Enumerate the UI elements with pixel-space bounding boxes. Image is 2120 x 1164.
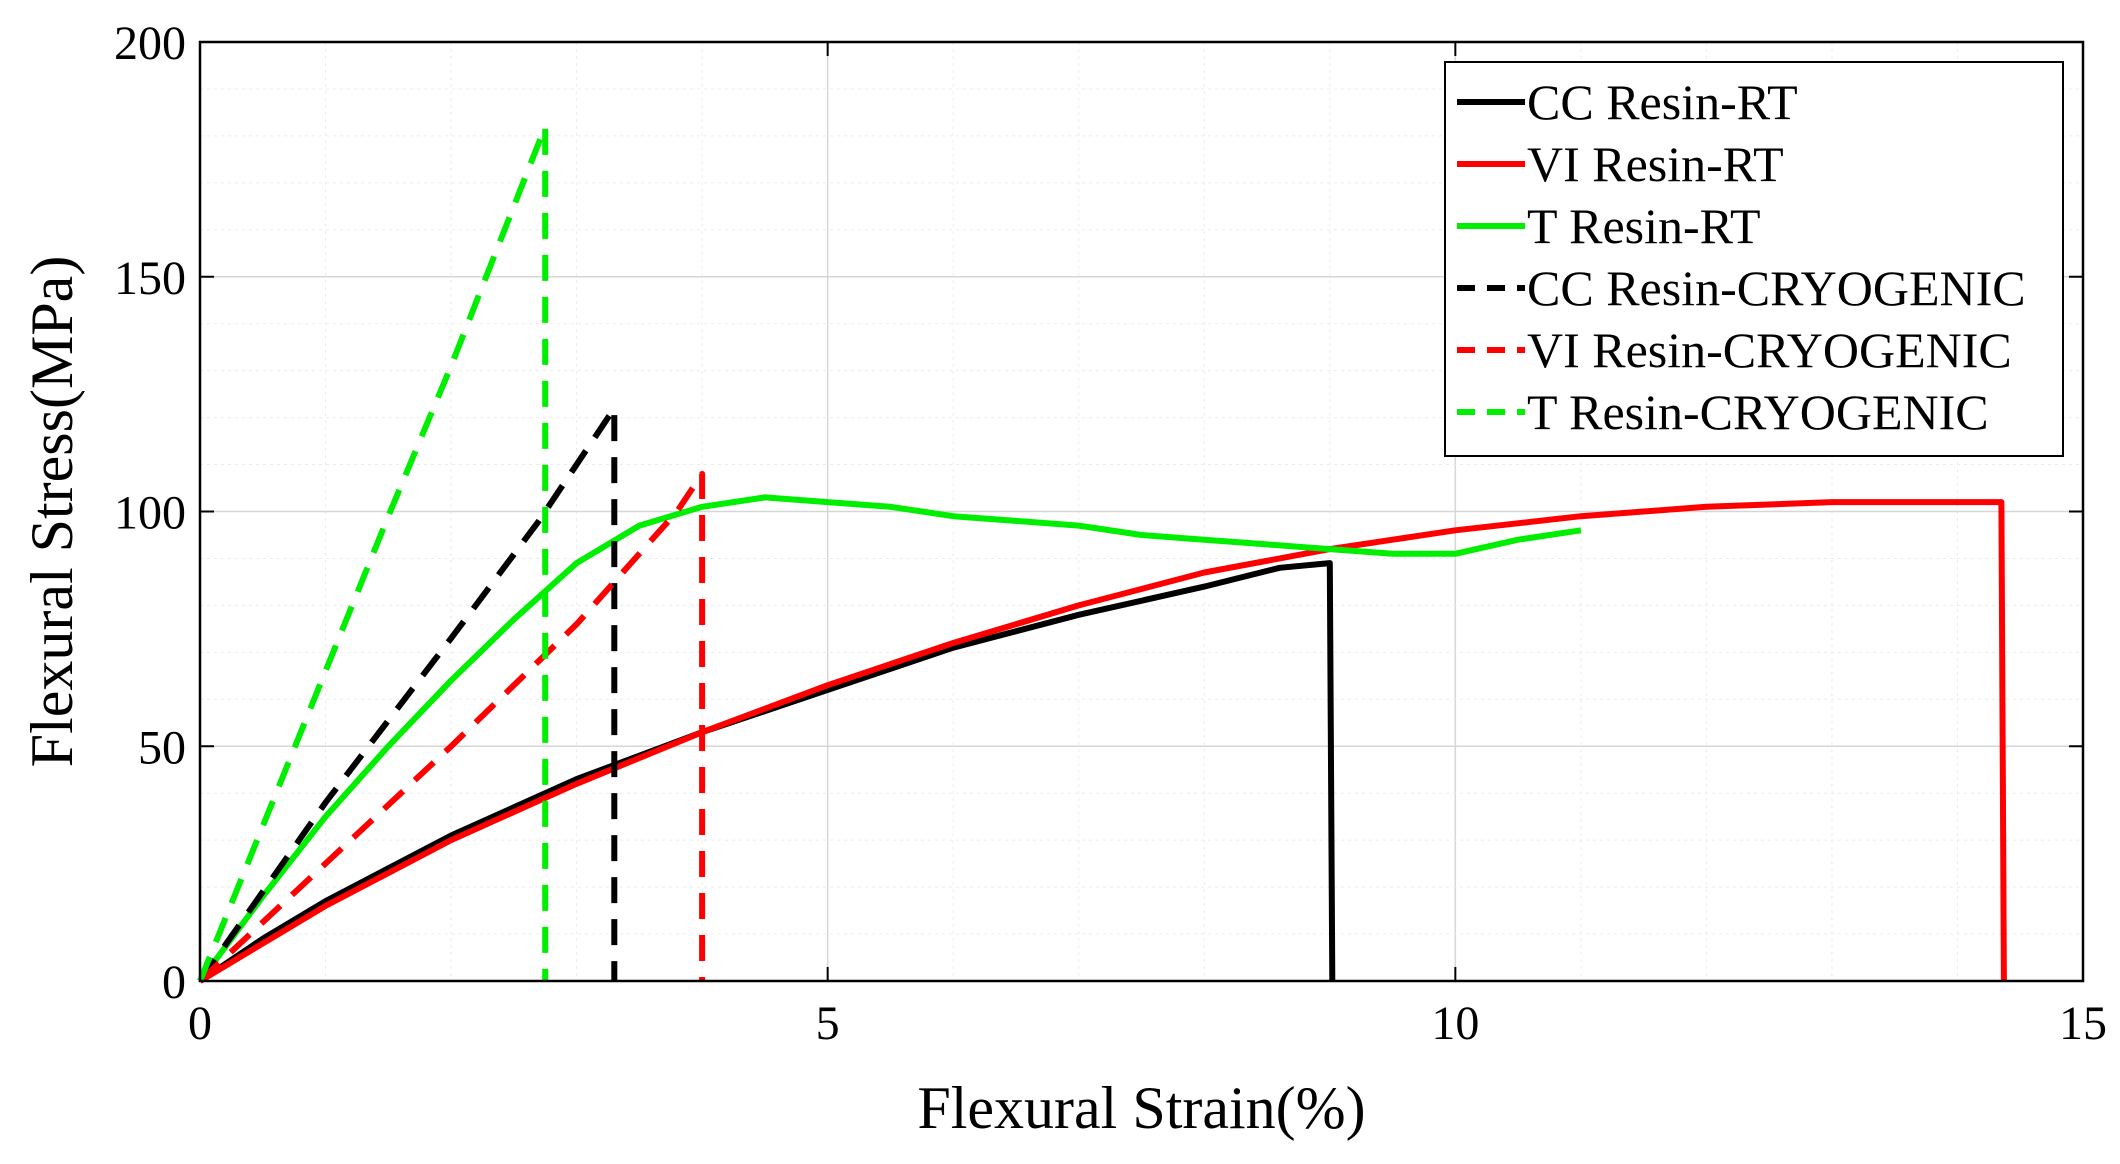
y-tick-label: 0 (162, 956, 186, 1009)
y-tick-label: 150 (114, 252, 186, 305)
x-tick-label: 0 (188, 997, 212, 1050)
legend-label: T Resin-RT (1527, 198, 1761, 254)
legend-box (1444, 61, 2064, 457)
y-tick-label: 100 (114, 487, 186, 540)
x-tick-label: 5 (816, 997, 840, 1050)
series-line-vi-resin-cryogenic (197, 470, 706, 984)
series-line-cc-resin-cryogenic (197, 405, 618, 983)
x-axis-label: Flexural Strain(%) (917, 1075, 1365, 1141)
x-tick-label: 15 (2059, 997, 2107, 1050)
series-group (197, 123, 2007, 984)
legend-label: T Resin-CRYOGENIC (1527, 384, 1989, 440)
legend-label: VI Resin-RT (1527, 136, 1784, 192)
x-tick-label: 10 (1431, 997, 1479, 1050)
y-tick-label: 50 (138, 721, 186, 774)
y-axis-label: Flexural Stress(MPa) (19, 256, 85, 768)
legend-label: CC Resin-CRYOGENIC (1527, 260, 2026, 316)
series-line-t-resin-rt (197, 494, 1582, 983)
series-line-cc-resin-rt (198, 560, 1336, 984)
legend: CC Resin-RT VI Resin-RT T Resin-RT CC Resin… (1444, 61, 2064, 457)
series-line-t-resin-cryogenic (197, 123, 549, 983)
series-line-vi-resin-rt (198, 499, 2007, 984)
legend-label: VI Resin-CRYOGENIC (1527, 322, 2012, 378)
y-tick-label: 200 (114, 17, 186, 70)
legend-label: CC Resin-RT (1527, 74, 1798, 130)
